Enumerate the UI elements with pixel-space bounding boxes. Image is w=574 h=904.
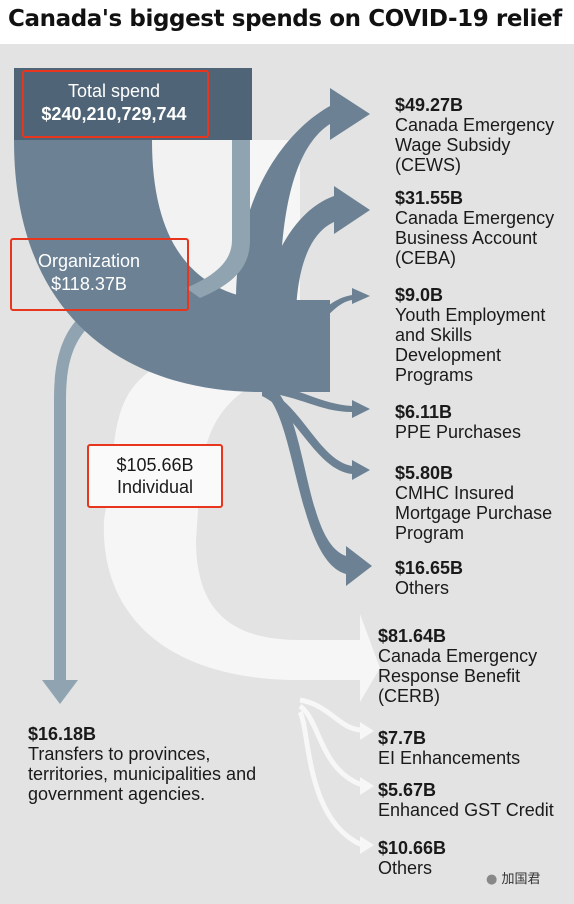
flow-org-others bbox=[262, 380, 372, 586]
item-cerb: $81.64B Canada Emergency Response Benefi… bbox=[378, 626, 568, 706]
flow-ppe bbox=[262, 382, 370, 418]
item-name: Transfers to provinces, territories, mun… bbox=[28, 744, 257, 804]
item-org-others: $16.65B Others bbox=[395, 558, 571, 598]
item-youth: $9.0B Youth Employment and Skills Develo… bbox=[395, 285, 571, 385]
item-name: EI Enhancements bbox=[378, 748, 521, 768]
flow-transfers-upper bbox=[186, 140, 250, 298]
flow-youth bbox=[262, 288, 370, 372]
item-ei: $7.7B EI Enhancements bbox=[378, 728, 568, 768]
flow-transfers bbox=[42, 300, 110, 704]
flow-cews bbox=[236, 88, 370, 300]
item-name: CMHC Insured Mortgage Purchase Program bbox=[395, 483, 553, 543]
item-value: $31.55B bbox=[395, 188, 464, 208]
flow-organization bbox=[14, 140, 330, 392]
item-ceba: $31.55B Canada Emergency Business Accoun… bbox=[395, 188, 571, 268]
organization-label: Organization $118.37B bbox=[14, 250, 164, 296]
item-name: Others bbox=[378, 858, 433, 878]
individual-label: $105.66B Individual bbox=[87, 454, 223, 498]
item-ind-others: $10.66B Others bbox=[378, 838, 568, 878]
total-highlight-box bbox=[22, 70, 209, 138]
item-value: $16.18B bbox=[28, 724, 97, 744]
item-name: Others bbox=[395, 578, 450, 598]
watermark: ● 加国君 bbox=[486, 868, 541, 887]
flow-individual bbox=[103, 140, 380, 702]
total-spend-value: $240,210,729,744 bbox=[41, 104, 187, 124]
item-value: $5.80B bbox=[395, 463, 454, 483]
individual-highlight-box bbox=[87, 444, 223, 508]
flows-individual-small bbox=[297, 697, 364, 848]
item-name: PPE Purchases bbox=[395, 422, 522, 442]
item-value: $9.0B bbox=[395, 285, 444, 305]
item-value: $7.7B bbox=[378, 728, 427, 748]
individual-value: $105.66B bbox=[116, 455, 194, 475]
item-name: Youth Employment and Skills Development … bbox=[395, 305, 546, 385]
item-transfers: $16.18B Transfers to provinces, territor… bbox=[28, 724, 268, 804]
item-cews: $49.27B Canada Emergency Wage Subsidy (C… bbox=[395, 95, 571, 175]
organization-highlight-box bbox=[10, 238, 189, 311]
item-name: Enhanced GST Credit bbox=[378, 800, 554, 820]
item-value: $16.65B bbox=[395, 558, 464, 578]
item-cmhc: $5.80B CMHC Insured Mortgage Purchase Pr… bbox=[395, 463, 571, 543]
item-name: Canada Emergency Business Account (CEBA) bbox=[395, 208, 555, 268]
item-name: Canada Emergency Response Benefit (CERB) bbox=[378, 646, 538, 706]
total-spend-label: Total spend $240,210,729,744 bbox=[14, 80, 214, 126]
page-title: Canada's biggest spends on COVID-19 reli… bbox=[8, 6, 562, 32]
item-value: $6.11B bbox=[395, 402, 453, 422]
item-ppe: $6.11B PPE Purchases bbox=[395, 402, 571, 442]
item-value: $5.67B bbox=[378, 780, 437, 800]
item-name: Canada Emergency Wage Subsidy (CEWS) bbox=[395, 115, 555, 175]
individual-title: Individual bbox=[116, 477, 194, 497]
flow-cmhc bbox=[262, 388, 370, 480]
item-value: $81.64B bbox=[378, 626, 447, 646]
total-spend-block bbox=[14, 68, 252, 140]
item-value: $10.66B bbox=[378, 838, 447, 858]
total-spend-title: Total spend bbox=[67, 81, 161, 101]
organization-title: Organization bbox=[37, 251, 141, 271]
flow-ceba bbox=[262, 186, 370, 312]
wechat-icon: ● bbox=[486, 872, 498, 887]
flows-individual-arrows bbox=[360, 722, 374, 854]
item-gst: $5.67B Enhanced GST Credit bbox=[378, 780, 568, 820]
watermark-text: 加国君 bbox=[501, 872, 541, 887]
organization-value: $118.37B bbox=[51, 274, 127, 294]
item-value: $49.27B bbox=[395, 95, 464, 115]
